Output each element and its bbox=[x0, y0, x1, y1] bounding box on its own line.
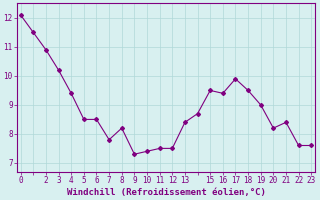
X-axis label: Windchill (Refroidissement éolien,°C): Windchill (Refroidissement éolien,°C) bbox=[67, 188, 265, 197]
